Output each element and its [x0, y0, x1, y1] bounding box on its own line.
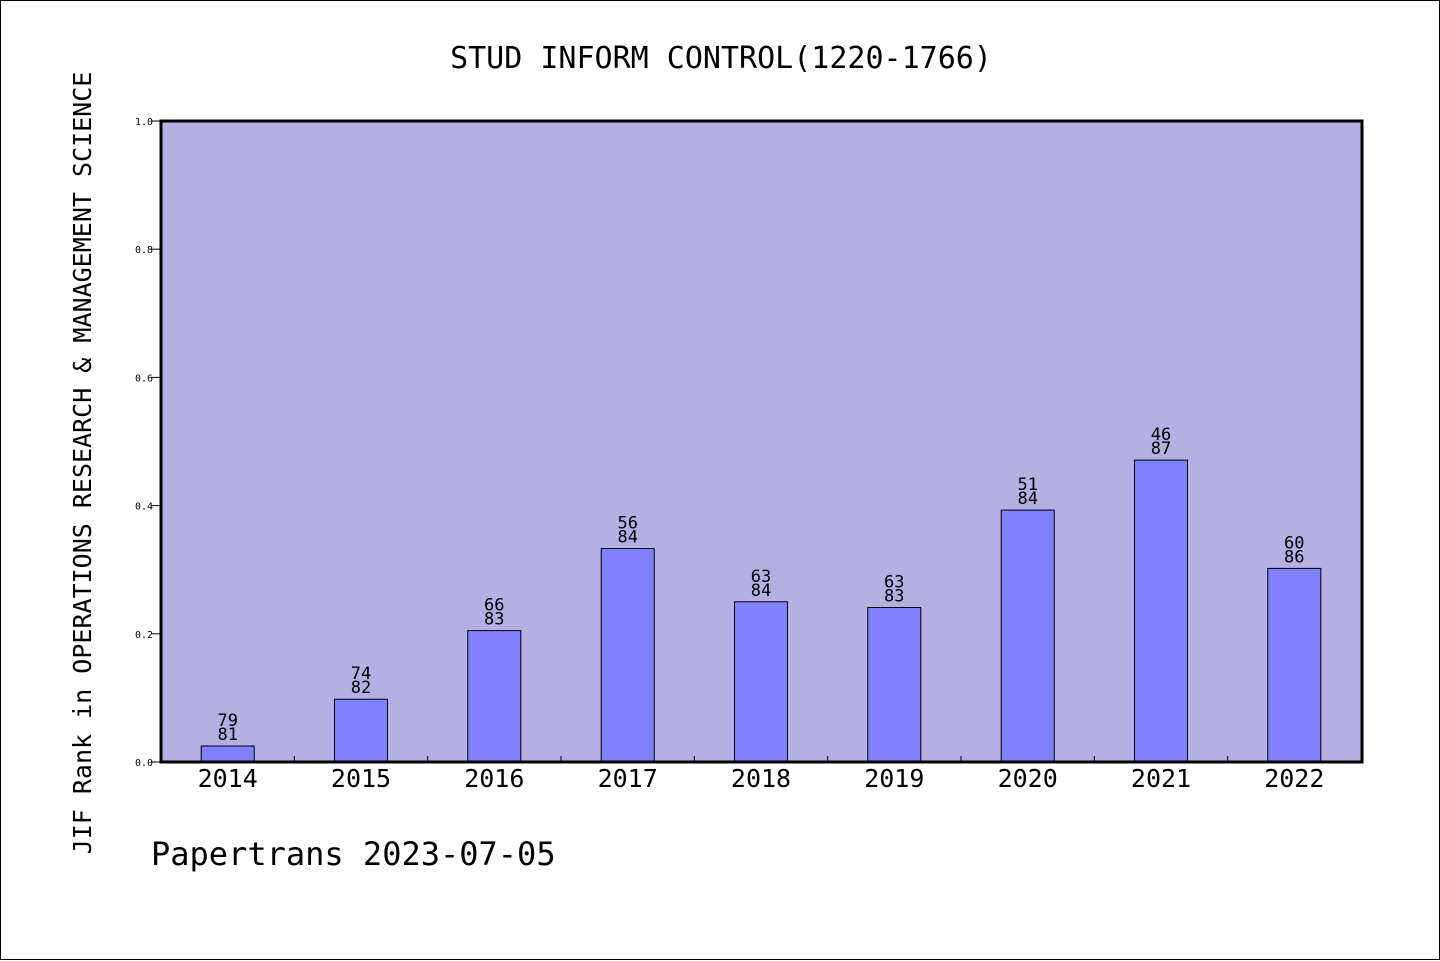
bar-rank-label-2014: 79	[217, 711, 237, 731]
bar-rank-label-2015: 74	[351, 664, 371, 684]
bar-total-label-2015: 82	[351, 678, 371, 698]
bar-2019	[867, 607, 922, 763]
x-tick-label-2014: 2014	[198, 764, 258, 793]
y-tick-label: 0.8	[135, 245, 153, 256]
bar-2016	[467, 630, 522, 763]
chart-title: STUD INFORM CONTROL(1220-1766)	[450, 41, 992, 76]
bar-rank-label-2017: 56	[617, 514, 637, 534]
y-ticks-group: 0.0 0.2 0.4 0.6 0.8 1.0	[135, 117, 161, 769]
bar-2018	[734, 601, 788, 763]
bar-total-label-2014: 81	[217, 725, 237, 745]
bar-total-label-2016: 83	[484, 610, 504, 630]
x-tick-label-2015: 2015	[331, 764, 391, 793]
y-tick-label: 0.4	[135, 502, 153, 513]
plot-border	[159, 119, 1364, 764]
bar-2022	[1267, 567, 1322, 763]
bar-rank-label-2020: 51	[1017, 475, 1037, 495]
bar-total-label-2018: 84	[751, 581, 771, 601]
bar-2020	[1000, 509, 1055, 763]
x-tick-label-2022: 2022	[1264, 764, 1324, 793]
y-tick-label: 0.2	[135, 630, 153, 641]
bar-rank-label-2021: 46	[1151, 425, 1171, 445]
x-tick-label-2020: 2020	[998, 764, 1058, 793]
bar-rank-label-2022: 60	[1284, 533, 1304, 553]
x-tick-label-2021: 2021	[1131, 764, 1191, 793]
bar-2015	[334, 698, 388, 763]
bar-2021	[1134, 459, 1188, 763]
footer-credit: Papertrans 2023-07-05	[151, 835, 556, 873]
x-tick-label-2018: 2018	[731, 764, 791, 793]
bar-total-label-2020: 84	[1017, 489, 1037, 509]
x-tick-label-2016: 2016	[464, 764, 524, 793]
x-ticks-group: 2014 2015 2016 2017 2018 2019 2020 2021 2022	[198, 756, 1324, 793]
bar-rank-label-2016: 66	[484, 596, 504, 616]
x-tick-label-2019: 2019	[864, 764, 924, 793]
bar-rank-label-2018: 63	[751, 567, 771, 587]
bar-rank-label-2019: 63	[884, 573, 904, 593]
bar-2017	[600, 548, 655, 763]
x-tick-label-2017: 2017	[598, 764, 658, 793]
bar-total-label-2019: 83	[884, 587, 904, 607]
bar-total-label-2022: 86	[1284, 547, 1304, 567]
y-tick-label: 0.6	[135, 373, 153, 384]
y-axis-label: JIF Rank in OPERATIONS RESEARCH & MANAGE…	[68, 72, 97, 855]
bar-total-label-2017: 84	[617, 528, 637, 548]
y-tick-label: 0.0	[135, 758, 153, 769]
bar-total-label-2021: 87	[1151, 439, 1171, 459]
bar-2014	[200, 745, 255, 763]
y-tick-label: 1.0	[135, 117, 153, 128]
